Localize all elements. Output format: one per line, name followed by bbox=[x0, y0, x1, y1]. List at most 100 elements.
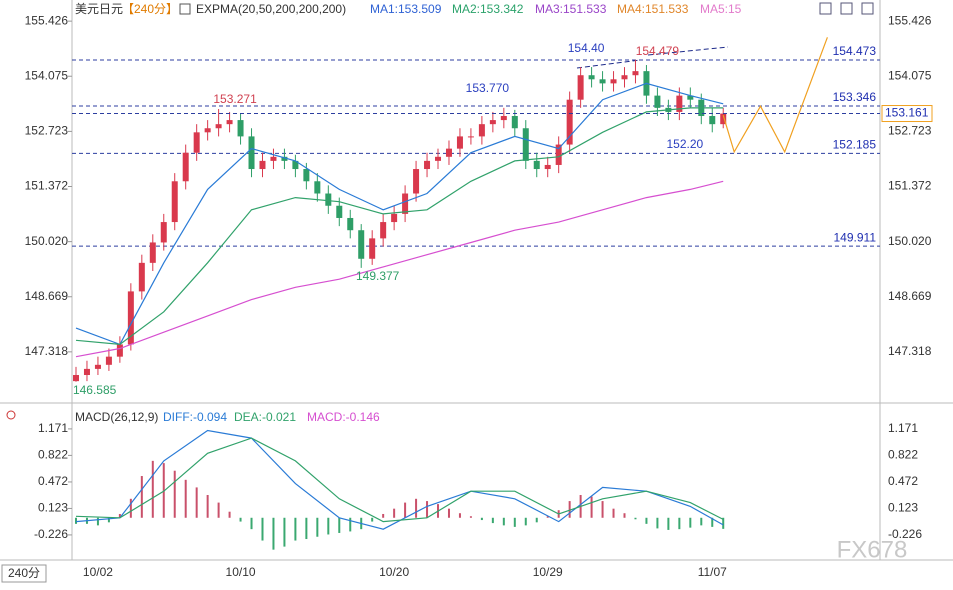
macd-bar bbox=[469, 516, 472, 518]
macd-bar bbox=[634, 517, 637, 520]
candle-body bbox=[83, 368, 90, 376]
candle-body bbox=[478, 124, 485, 137]
macd-label: MACD:-0.146 bbox=[307, 410, 380, 424]
indicator-value: MA3:151.533 bbox=[535, 2, 607, 16]
macd-bar bbox=[612, 508, 615, 518]
macd-bar bbox=[447, 508, 450, 518]
macd-bar bbox=[173, 470, 176, 518]
indicator-value: MA5:15 bbox=[700, 2, 742, 16]
macd-bar bbox=[458, 513, 461, 518]
watermark: FX678 bbox=[837, 536, 908, 563]
candle-body bbox=[127, 291, 134, 345]
tool-button[interactable] bbox=[861, 2, 874, 15]
candle-body bbox=[193, 132, 200, 153]
trend-line bbox=[576, 59, 641, 69]
annotation: 153.271 bbox=[213, 92, 257, 106]
candle-body bbox=[314, 181, 321, 194]
candle-body bbox=[325, 193, 332, 206]
macd-bar bbox=[590, 496, 593, 518]
candle-body bbox=[687, 95, 694, 100]
candle-body bbox=[467, 136, 474, 138]
macd-bar bbox=[305, 517, 308, 540]
candle-body bbox=[336, 205, 343, 218]
trend-line bbox=[647, 46, 729, 56]
macd-bar bbox=[502, 517, 505, 526]
line bbox=[75, 429, 724, 530]
y-tick-label: 148.669 bbox=[25, 289, 69, 303]
candle-body bbox=[577, 75, 584, 100]
macd-bar bbox=[349, 517, 352, 532]
y-tick-label: 150.020 bbox=[25, 234, 69, 248]
annotation: 154.479 bbox=[636, 44, 680, 58]
x-tick-label: 10/20 bbox=[379, 565, 409, 579]
macd-bar bbox=[75, 517, 77, 524]
footer-period[interactable]: 240分 bbox=[8, 566, 40, 580]
tool-button[interactable] bbox=[819, 2, 832, 15]
period-box[interactable] bbox=[1, 564, 47, 583]
candle-body bbox=[215, 124, 222, 129]
candle-body bbox=[347, 217, 354, 231]
candle-body bbox=[94, 364, 101, 369]
level-label: 154.473 bbox=[833, 44, 877, 58]
y-tick-label: 152.723 bbox=[888, 124, 932, 138]
candle-body bbox=[533, 160, 540, 170]
toolbar bbox=[819, 2, 874, 15]
y-tick-label: 0.123 bbox=[38, 501, 68, 515]
macd-bar bbox=[206, 495, 209, 518]
macd-bar bbox=[678, 517, 681, 530]
indicator-icon[interactable] bbox=[179, 3, 191, 15]
candle-body bbox=[380, 222, 387, 239]
candle-body bbox=[489, 120, 496, 125]
macd-bar bbox=[338, 517, 341, 533]
candle-body bbox=[138, 262, 145, 292]
macd-bar bbox=[623, 513, 626, 518]
indicator-value: MA4:151.533 bbox=[617, 2, 689, 16]
candle-body bbox=[456, 136, 463, 149]
y-tick-label: 147.318 bbox=[25, 344, 69, 358]
y-tick-label: 0.472 bbox=[38, 474, 68, 488]
macd-bar bbox=[228, 511, 231, 518]
macd-bar bbox=[239, 517, 242, 522]
macd-label: DIFF:-0.094 bbox=[163, 410, 227, 424]
annotation: 149.377 bbox=[356, 269, 400, 283]
line bbox=[75, 82, 724, 346]
candle-body bbox=[588, 75, 595, 80]
tool-button[interactable] bbox=[840, 2, 853, 15]
level-label: 149.911 bbox=[834, 230, 877, 244]
candle-body bbox=[511, 116, 518, 129]
candle-body bbox=[720, 113, 727, 125]
candle-body bbox=[621, 75, 628, 80]
period[interactable]: 【240分】 bbox=[122, 2, 178, 16]
candle-body bbox=[226, 120, 233, 125]
candle-body bbox=[610, 79, 617, 84]
candle-body bbox=[445, 148, 452, 157]
y-tick-label: 154.075 bbox=[888, 68, 932, 82]
macd-bar bbox=[415, 498, 418, 518]
candle-body bbox=[237, 120, 244, 137]
macd-bar bbox=[316, 517, 319, 537]
candle-body bbox=[424, 160, 431, 170]
annotation: 146.585 bbox=[73, 383, 117, 397]
candle-body bbox=[248, 136, 255, 170]
candle-body bbox=[73, 375, 79, 382]
macd-bar bbox=[645, 517, 648, 524]
macd-bar bbox=[524, 517, 527, 526]
candle-body bbox=[413, 169, 420, 194]
y-tick-label: 155.426 bbox=[888, 13, 932, 27]
candle-body bbox=[369, 238, 376, 259]
candle-body bbox=[632, 71, 639, 76]
candle-body bbox=[566, 99, 573, 145]
x-tick-label: 10/10 bbox=[226, 565, 256, 579]
macd-bar bbox=[294, 517, 297, 541]
macd-bar bbox=[151, 460, 154, 518]
macd-bar bbox=[426, 501, 429, 518]
candle-body bbox=[116, 344, 123, 357]
candle-body bbox=[171, 181, 178, 223]
candle-body bbox=[402, 193, 409, 214]
macd-bar bbox=[722, 517, 725, 529]
indicator-name[interactable]: EXPMA(20,50,200,200,200) bbox=[196, 2, 346, 16]
y-tick-label: 0.472 bbox=[888, 474, 918, 488]
symbol: 美元日元 bbox=[75, 2, 123, 16]
settings-icon[interactable] bbox=[6, 410, 16, 420]
